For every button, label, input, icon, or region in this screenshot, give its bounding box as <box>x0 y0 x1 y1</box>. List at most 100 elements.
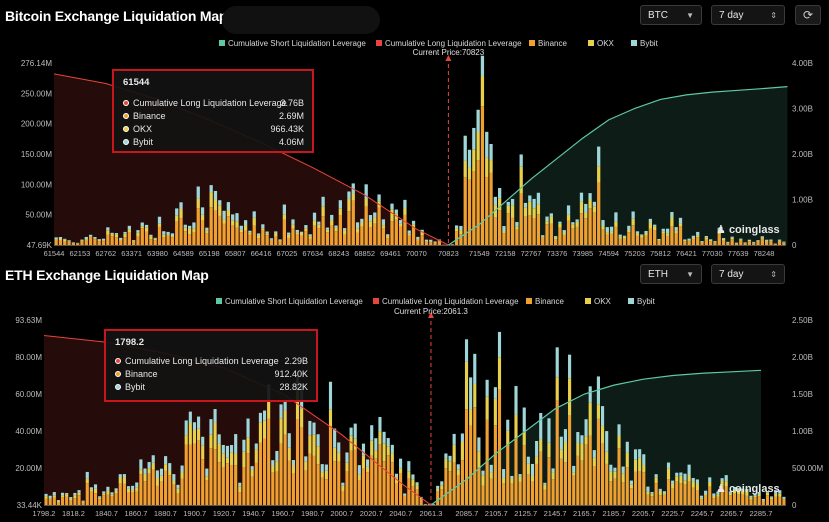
liquidation-bar <box>493 196 497 206</box>
liquidation-bar <box>275 450 279 462</box>
liquidation-bar <box>238 486 242 493</box>
liquidation-bar <box>530 475 535 482</box>
liquidation-bar <box>530 463 535 476</box>
eth-symbol-select[interactable]: ETH ▼ <box>640 264 702 284</box>
liquidation-bar <box>399 473 403 505</box>
liquidation-bar <box>579 213 584 245</box>
liquidation-bar <box>691 238 696 245</box>
liquidation-bar <box>179 209 183 219</box>
liquidation-bar <box>325 227 330 230</box>
liquidation-bar <box>353 438 357 450</box>
liquidation-bar <box>745 495 749 505</box>
liquidation-bar <box>205 480 209 505</box>
liquidation-bar <box>633 471 638 505</box>
liquidation-bar <box>394 483 399 505</box>
liquidation-bar <box>295 234 299 245</box>
eth-range-select[interactable]: 7 day ⇕ <box>711 264 785 284</box>
liquidation-bar <box>614 212 618 222</box>
eth-tooltip-label: Cumulative Long Liquidation Leverage <box>125 356 279 366</box>
legend-label: Bybit <box>637 297 656 306</box>
legend-dot-icon <box>115 358 121 364</box>
liquidation-bar <box>764 240 769 242</box>
liquidation-bar <box>325 232 330 245</box>
liquidation-bar <box>463 135 467 161</box>
liquidation-bar <box>536 204 541 215</box>
liquidation-bar <box>716 494 720 497</box>
liquidation-bar <box>69 498 73 501</box>
liquidation-bar <box>592 201 597 207</box>
liquidation-bar <box>351 193 355 201</box>
liquidation-bar <box>166 235 170 245</box>
x-tick-label: 1840.7 <box>95 509 118 518</box>
liquidation-bar <box>518 481 522 505</box>
liquidation-bar <box>262 410 267 421</box>
liquidation-bar <box>407 235 411 245</box>
liquidation-bar <box>304 225 308 229</box>
y-left-tick-label: 40.00M <box>15 427 42 436</box>
liquidation-bar <box>168 475 172 505</box>
liquidation-bar <box>271 472 275 505</box>
liquidation-bar <box>222 219 226 224</box>
liquidation-bar <box>532 198 536 209</box>
liquidation-bar <box>605 234 609 245</box>
liquidation-bar <box>526 456 530 464</box>
liquidation-bar <box>243 225 248 231</box>
liquidation-bar <box>381 219 386 226</box>
liquidation-bar <box>324 479 328 505</box>
y-right-tick-label: 0 <box>792 241 797 250</box>
liquidation-bar <box>502 477 506 484</box>
liquidation-bar <box>605 232 609 235</box>
liquidation-bar <box>345 452 349 463</box>
refresh-button[interactable]: ⟳ <box>795 5 821 25</box>
liquidation-bar <box>271 466 275 473</box>
liquidation-bar <box>127 232 131 245</box>
liquidation-bar <box>739 239 743 241</box>
liquidation-bar <box>153 237 157 239</box>
chevron-down-icon: ▼ <box>686 270 694 279</box>
liquidation-bar <box>493 217 497 245</box>
liquidation-bar <box>563 429 568 443</box>
liquidation-bar <box>242 467 246 505</box>
liquidation-bar <box>485 419 489 505</box>
liquidation-bar <box>67 240 71 242</box>
liquidation-bar <box>217 462 221 505</box>
liquidation-bar <box>235 213 239 222</box>
liquidation-bar <box>597 182 601 245</box>
liquidation-bar <box>671 480 675 484</box>
liquidation-bar <box>596 418 600 505</box>
liquidation-bar <box>721 240 726 245</box>
liquidation-bar <box>209 448 213 505</box>
btc-range-select[interactable]: 7 day ⇕ <box>711 5 785 25</box>
liquidation-bar <box>459 234 463 245</box>
liquidation-bar <box>411 220 416 225</box>
liquidation-bar <box>739 238 743 240</box>
liquidation-bar <box>221 467 225 505</box>
liquidation-bar <box>234 453 238 466</box>
btc-liquidation-panel: Bitcoin Exchange Liquidation Map BTC ▼ 7… <box>5 5 821 258</box>
liquidation-bar <box>745 489 749 491</box>
liquidation-bar <box>629 488 633 505</box>
liquidation-bar <box>52 495 56 498</box>
liquidation-bar <box>648 228 652 245</box>
legend-dot-icon <box>123 139 129 145</box>
liquidation-bar <box>588 208 592 245</box>
liquidation-bar <box>248 232 252 235</box>
liquidation-bar <box>622 235 627 237</box>
liquidation-bar <box>674 227 678 231</box>
liquidation-bar <box>662 491 666 494</box>
liquidation-bar <box>334 225 338 228</box>
liquidation-bar <box>403 493 407 496</box>
liquidation-bar <box>382 443 386 462</box>
liquidation-bar <box>782 242 786 245</box>
liquidation-bar <box>390 221 394 245</box>
liquidation-bar <box>188 225 192 229</box>
liquidation-bar <box>159 481 164 505</box>
liquidation-bar <box>633 459 638 472</box>
liquidation-bar <box>415 489 419 505</box>
liquidation-bar <box>287 460 291 505</box>
liquidation-bar <box>283 434 287 505</box>
liquidation-bar <box>691 235 696 238</box>
liquidation-bar <box>246 437 250 454</box>
btc-symbol-select[interactable]: BTC ▼ <box>640 5 702 25</box>
liquidation-bar <box>477 467 481 505</box>
